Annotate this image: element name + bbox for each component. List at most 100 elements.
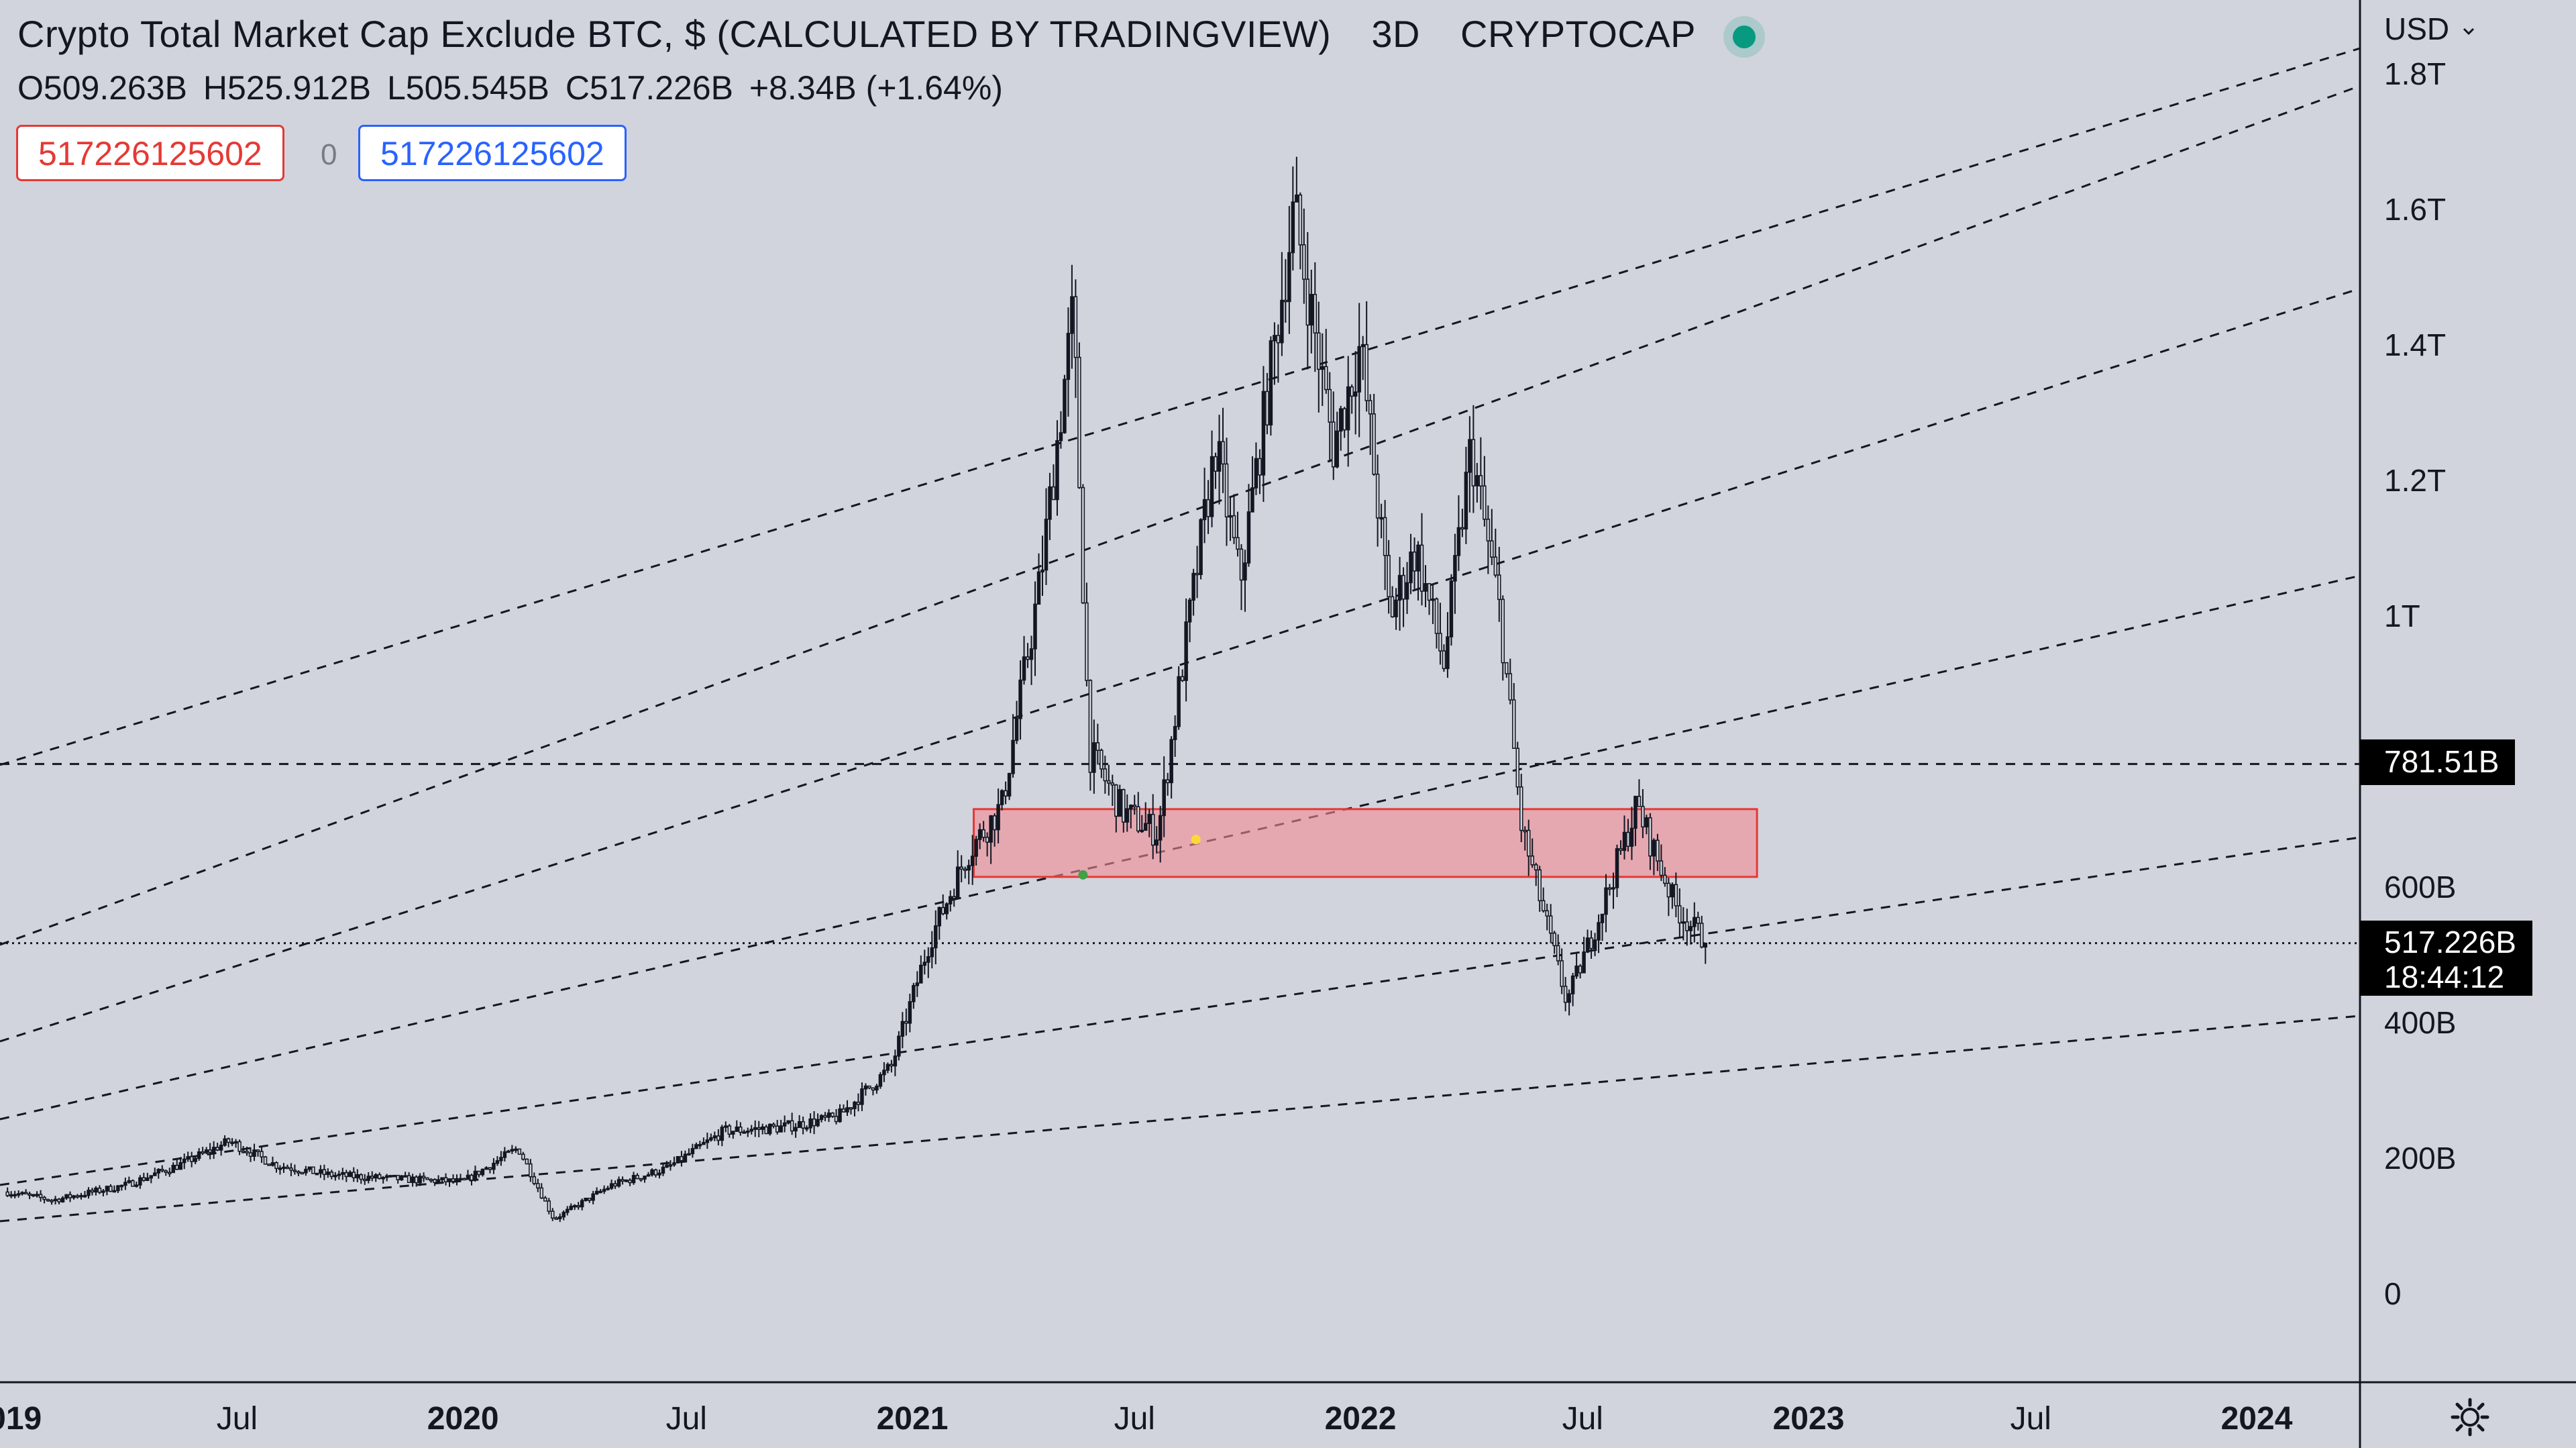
candle (1497, 547, 1501, 622)
candle-body (1280, 299, 1284, 344)
candle (28, 1191, 32, 1200)
candle-body (1696, 917, 1701, 924)
candle-body (1626, 831, 1630, 847)
candle-body (1085, 602, 1089, 681)
candle (1228, 497, 1232, 541)
candle-body (594, 1190, 599, 1195)
candle-body (407, 1175, 411, 1184)
candle-body (653, 1169, 658, 1176)
candle (945, 902, 949, 920)
candle (1670, 882, 1674, 909)
candle (517, 1148, 522, 1155)
candle-body (1199, 519, 1203, 576)
candle-body (539, 1187, 544, 1199)
candle-body (326, 1172, 330, 1176)
candle (1593, 933, 1597, 956)
candle-body (1165, 779, 1170, 784)
candle (9, 1191, 13, 1198)
gear-icon[interactable] (2449, 1396, 2491, 1439)
candle-body (1158, 815, 1163, 841)
candle (1000, 789, 1004, 811)
candle (702, 1137, 706, 1145)
candle (1309, 270, 1313, 354)
candle-body (16, 1193, 21, 1196)
candle (1202, 467, 1207, 544)
candle-body (1302, 244, 1306, 280)
price-tick-label: 1.6T (2384, 192, 2446, 227)
interval-label[interactable]: 3D (1371, 13, 1420, 55)
candle-body (35, 1194, 39, 1196)
candle (724, 1121, 728, 1133)
candle (131, 1179, 135, 1187)
candle (1604, 874, 1608, 933)
candle-body (289, 1168, 293, 1171)
candle-body (1269, 340, 1273, 426)
candle (816, 1113, 820, 1127)
currency-selector[interactable]: USD (2384, 11, 2477, 47)
candle-body (616, 1179, 621, 1187)
candle (926, 947, 930, 978)
candle-body (311, 1166, 315, 1174)
candle (1611, 872, 1615, 909)
candle (208, 1143, 212, 1159)
candle (775, 1120, 780, 1135)
candle-body (352, 1172, 356, 1178)
candle (352, 1167, 356, 1182)
candle-body (1254, 458, 1258, 488)
candle-body (366, 1176, 370, 1181)
candle (558, 1213, 562, 1223)
candle-body (782, 1122, 787, 1127)
candle-body (532, 1176, 537, 1184)
candle-body (1055, 439, 1059, 501)
candle (594, 1187, 599, 1195)
candle (1261, 366, 1266, 503)
candle (315, 1172, 319, 1176)
candle (1103, 756, 1108, 794)
candle (1265, 372, 1269, 435)
candle (1688, 921, 1693, 945)
sell-button[interactable]: 517226125602 (16, 125, 284, 181)
symbol-header[interactable]: Crypto Total Market Cap Exclude BTC, $ (… (17, 12, 1756, 56)
candle-body (42, 1196, 46, 1200)
candle-body (1221, 441, 1225, 465)
candle-body (724, 1125, 728, 1128)
candle (812, 1110, 816, 1135)
candle (233, 1139, 238, 1148)
candle-body (149, 1175, 154, 1179)
candle (1258, 449, 1262, 495)
candle (374, 1173, 378, 1182)
candle (146, 1172, 150, 1182)
candle (912, 982, 916, 1009)
candle-body (208, 1149, 212, 1153)
candle-body (443, 1177, 448, 1183)
candle (1387, 539, 1391, 614)
support-zone-rect (973, 808, 1758, 878)
candle (1486, 505, 1491, 574)
candle-body (506, 1150, 511, 1153)
open-value: O509.263B (17, 69, 187, 107)
candle-body (1585, 937, 1590, 953)
candle (112, 1185, 117, 1193)
candle-body (1014, 718, 1019, 741)
candle-body (1460, 527, 1464, 530)
candle (782, 1115, 787, 1133)
candle (156, 1168, 161, 1179)
candle-body (1434, 598, 1439, 634)
candle (292, 1164, 297, 1175)
buy-button[interactable]: 517226125602 (358, 125, 627, 181)
candle-body (1026, 656, 1030, 660)
candle (13, 1190, 17, 1199)
candle (506, 1149, 511, 1153)
candle-body (952, 896, 956, 899)
candle-body (153, 1172, 157, 1176)
candle (79, 1192, 83, 1200)
candle-body (1246, 511, 1251, 564)
candle-body (635, 1175, 639, 1180)
candle-body (1545, 910, 1549, 917)
candle-body (13, 1194, 17, 1197)
candle-body (5, 1191, 9, 1196)
candle (1523, 826, 1527, 851)
candle (237, 1139, 241, 1155)
